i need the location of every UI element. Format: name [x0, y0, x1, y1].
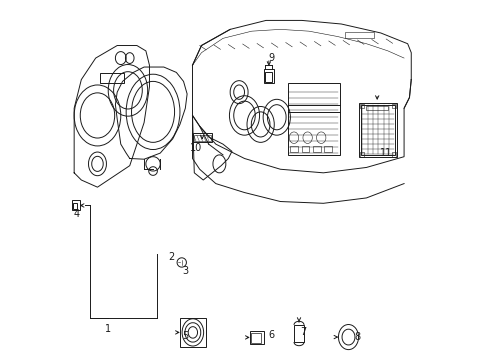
Text: 9: 9: [268, 53, 274, 63]
Bar: [73, 203, 77, 209]
Text: 5: 5: [182, 331, 188, 341]
Text: 11: 11: [379, 148, 391, 158]
Bar: [249, 330, 263, 344]
Bar: [251, 333, 261, 343]
Bar: [293, 325, 304, 342]
Text: 8: 8: [354, 332, 360, 342]
Text: 2: 2: [167, 252, 174, 262]
Bar: [287, 83, 339, 155]
Bar: [301, 146, 309, 152]
Bar: [324, 146, 332, 152]
Text: 3: 3: [182, 266, 188, 276]
Bar: [312, 146, 320, 152]
Bar: [391, 104, 395, 108]
Text: 1: 1: [105, 324, 111, 334]
Bar: [180, 318, 205, 347]
Bar: [263, 69, 274, 83]
Bar: [344, 32, 373, 39]
Bar: [264, 72, 271, 82]
Text: 7: 7: [300, 327, 306, 337]
Bar: [359, 152, 363, 157]
Bar: [100, 73, 123, 83]
Bar: [72, 201, 80, 211]
Bar: [391, 152, 395, 157]
Bar: [192, 134, 212, 142]
Text: 6: 6: [268, 330, 274, 340]
Bar: [366, 106, 387, 110]
Text: 4: 4: [74, 209, 80, 219]
Text: 10: 10: [189, 143, 202, 153]
Bar: [359, 104, 363, 108]
Bar: [193, 135, 210, 141]
Bar: [359, 103, 396, 157]
Bar: [289, 146, 297, 152]
Bar: [360, 105, 394, 155]
